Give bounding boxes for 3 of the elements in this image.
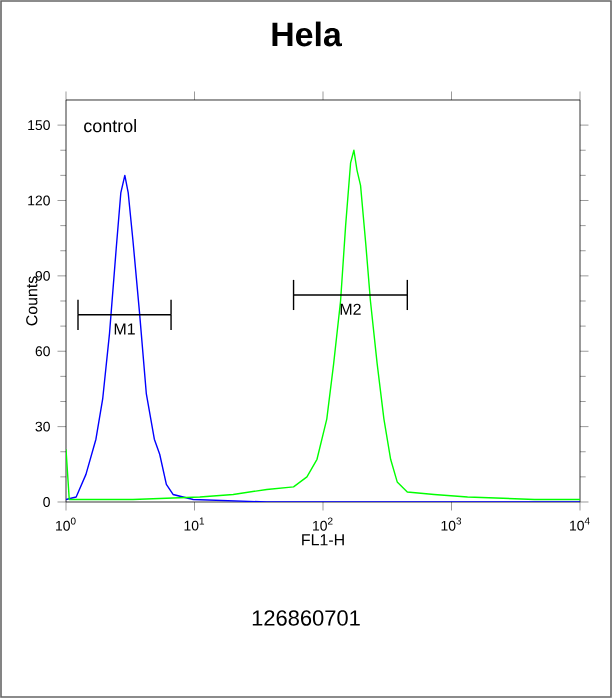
chart-title: Hela bbox=[272, 21, 342, 47]
annotation: control bbox=[84, 119, 136, 133]
text: 126860701 bbox=[252, 610, 360, 626]
